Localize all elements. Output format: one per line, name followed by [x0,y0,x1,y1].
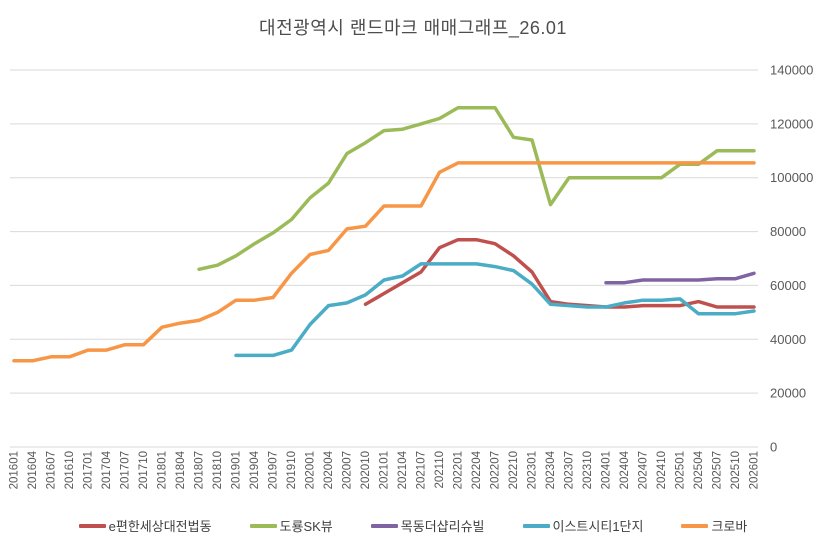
series-line-2 [604,271,756,285]
x-axis-tick-label: 202310 [582,451,594,489]
x-axis-tick-label: 202404 [619,450,631,489]
x-axis-tick-label: 201607 [46,451,58,489]
x-axis-tick-label: 202410 [656,451,668,489]
legend-item-2: 목동더샵리슈빌 [370,516,485,535]
chart-title: 대전광역시 랜드마크 매매그래프_26.01 [259,18,567,38]
x-axis-tick-label: 202407 [638,451,650,489]
x-axis-tick-label: 201610 [64,451,76,489]
x-axis-tick-label: 202401 [601,451,613,489]
series-line-4 [12,161,756,363]
plot-area: 0 20000 40000 60000 80000 100000 120000 140000 2… [9,63,814,490]
series-line-0 [363,237,756,309]
series-line-3 [234,262,756,358]
x-axis-tick-label: 201604 [27,450,39,489]
y-axis-tick-label: 40000 [770,332,806,347]
y-axis-tick-label: 140000 [770,63,813,78]
legend-item-0: e편한세상대전법동 [78,516,212,535]
x-axis-tick-label: 202110 [434,451,446,489]
x-axis-tick-label: 202304 [545,450,557,489]
legend-label: 크로바 [711,519,748,534]
x-axis-tick-label: 202510 [730,451,742,489]
series-line-1 [197,105,756,272]
legend-marker [522,523,550,528]
legend-marker [370,523,398,528]
x-axis-tick-label: 202010 [360,451,372,489]
x-axis-tick-label: 202210 [508,451,520,489]
legend-label: e편한세상대전법동 [108,519,212,534]
x-axis-tick-label: 201701 [83,451,95,489]
x-axis-tick-label: 201910 [286,451,298,489]
y-axis-tick-label: 0 [770,440,777,455]
x-axis-tick-label: 202504 [693,450,705,489]
x-axis-tick-label: 202107 [416,451,428,489]
x-axis-tick-label: 202104 [397,450,409,489]
legend-marker [681,523,709,528]
x-axis-tick-label: 202207 [490,451,502,489]
legend-marker [78,523,106,528]
legend-label: 이스트시티1단지 [552,519,644,534]
y-axis-tick-label: 60000 [770,278,806,293]
x-axis-tick-label: 202204 [471,450,483,489]
legend-item-4: 크로바 [681,516,747,535]
y-axis-tick-label: 20000 [770,386,806,401]
y-axis-tick-label: 80000 [770,224,806,239]
x-axis-tick-label: 202007 [342,451,354,489]
x-axis-tick-label: 201704 [101,450,113,489]
y-axis-tick-label: 100000 [770,170,813,185]
legend-item-3: 이스트시티1단지 [522,516,644,535]
x-axis-tick-label: 202001 [305,451,317,489]
legend: e편한세상대전법동 도룡SK뷰 목동더샵리슈빌 이스트시티1단지 크로바 [0,516,826,535]
legend-marker [249,523,277,528]
x-axis-tick-label: 201907 [268,451,280,489]
x-axis-tick-label: 202507 [712,451,724,489]
x-axis-tick-label: 202101 [379,451,391,489]
legend-item-1: 도룡SK뷰 [249,516,333,535]
legend-label: 도룡SK뷰 [279,519,333,534]
legend-label: 목동더샵리슈빌 [400,519,485,534]
x-axis-tick-label: 202201 [453,451,465,489]
y-axis-tick-label: 120000 [770,116,813,131]
x-axis-tick-label: 201710 [138,451,150,489]
x-axis-tick-label: 201801 [157,451,169,489]
x-axis-tick-label: 201804 [175,450,187,489]
x-axis-tick-label: 201807 [194,451,206,489]
x-axis-tick-label: 201707 [120,451,132,489]
x-axis-tick-label: 201601 [9,451,21,489]
x-axis-tick-label: 201901 [231,451,243,489]
x-axis-tick-label: 202307 [564,451,576,489]
x-axis-tick-label: 202301 [527,451,539,489]
x-axis-tick-label: 201904 [249,450,261,489]
x-axis-tick-label: 202501 [675,451,687,489]
x-axis-tick-label: 202601 [749,451,761,489]
x-axis-tick-label: 202004 [323,450,335,489]
x-axis-tick-label: 201810 [212,451,224,489]
